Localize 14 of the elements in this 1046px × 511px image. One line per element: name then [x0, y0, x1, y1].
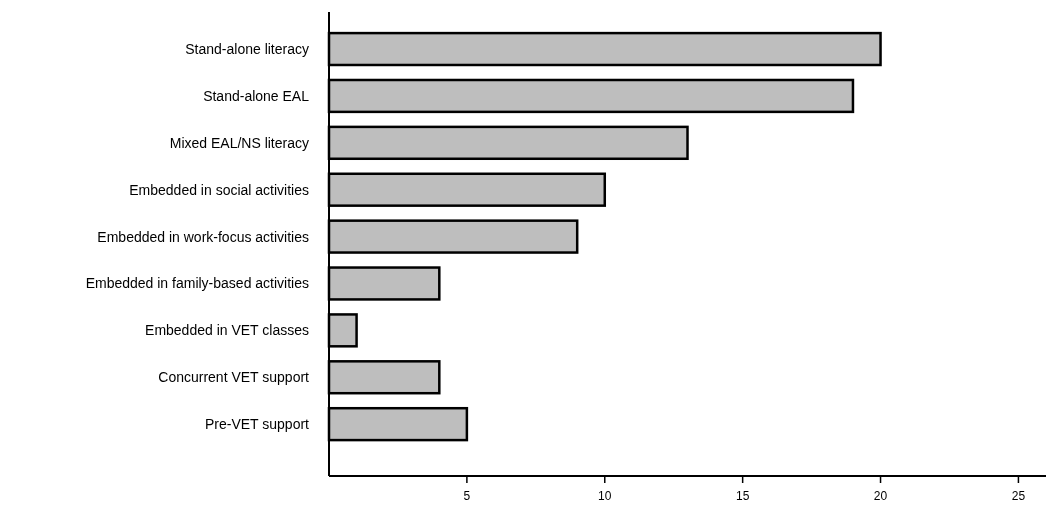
x-tick-label: 25 [1011, 489, 1026, 503]
y-tick-label: Embedded in VET classes [145, 322, 309, 339]
y-tick-label: Mixed EAL/NS literacy [169, 134, 309, 151]
y-tick-label: Stand-alone EAL [203, 87, 310, 104]
x-tick-label: 20 [873, 489, 888, 503]
x-tick-label: 5 [463, 489, 471, 503]
y-tick-label: Embedded in social activities [129, 181, 309, 198]
x-tick-label: 15 [735, 489, 750, 503]
y-tick-label: Embedded in family-based activities [85, 275, 309, 292]
y-tick-label: Pre-VET support [204, 416, 310, 433]
y-tick-label: Embedded in work-focus activities [97, 228, 309, 245]
x-tick-label: 10 [598, 489, 612, 503]
y-tick-label: Stand-alone literacy [185, 40, 309, 57]
y-tick-label: Concurrent VET support [158, 369, 310, 386]
